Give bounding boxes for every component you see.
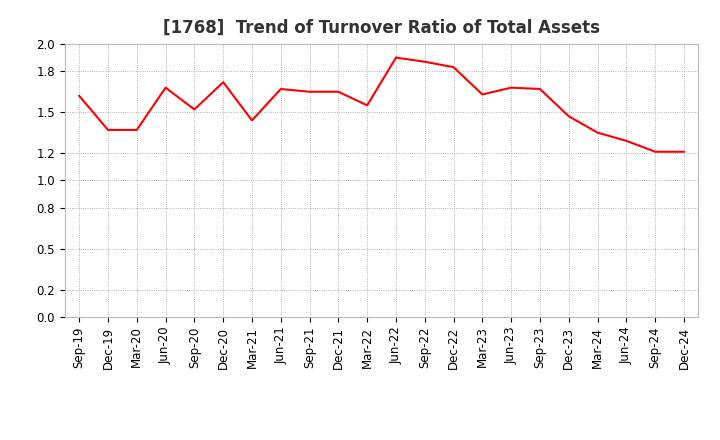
Title: [1768]  Trend of Turnover Ratio of Total Assets: [1768] Trend of Turnover Ratio of Total …: [163, 19, 600, 37]
